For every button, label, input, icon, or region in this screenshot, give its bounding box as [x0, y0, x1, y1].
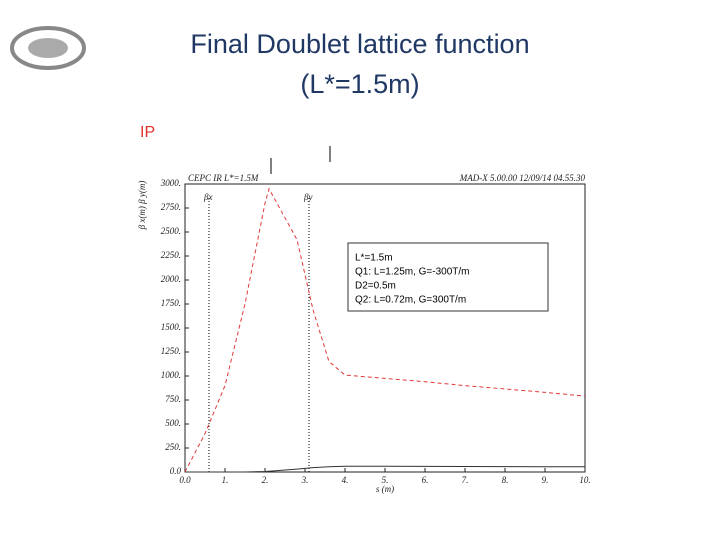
x-tick-label: 5.	[382, 475, 389, 485]
notes: L*=1.5m Q1: L=1.25m, G=-300T/m D2=0.5m Q2: …	[355, 253, 470, 306]
y-tick-label: 2250.	[161, 250, 181, 260]
title-line: Final Doublet lattice function	[190, 29, 529, 59]
note-box	[347, 242, 549, 312]
x-tick-label: 1.	[222, 475, 229, 485]
x-tick-label: 4.	[342, 475, 349, 485]
y-tick-label: 500.	[165, 418, 181, 428]
plot: CEPC IR L*=1.5M MAD-X 5.00.00 12/09/14 04…	[137, 173, 591, 494]
y-tick-label: 2750.	[161, 202, 181, 212]
x-axis-label: s (m)	[376, 484, 394, 494]
header-left: CEPC IR L*=1.5M	[188, 173, 259, 183]
y-tick-label: 1500.	[161, 322, 181, 332]
x-tick-label: 9.	[542, 475, 549, 485]
y-tick-label: 750.	[165, 394, 181, 404]
y-tick-label: 2000.	[161, 274, 181, 284]
x-tick-label: 10.	[579, 475, 590, 485]
ip-label: IP	[140, 124, 155, 141]
plot-frame	[184, 183, 586, 473]
series-line	[185, 465, 585, 473]
y-tick-label: 1750.	[161, 298, 181, 308]
x-tick-label: 3.	[301, 475, 309, 485]
note-line: Q2: L=0.72m, G=300T/m	[355, 295, 466, 306]
y-tick-label: 3000.	[160, 178, 181, 188]
note-line: Q1: L=1.25m, G=-300T/m	[355, 267, 470, 278]
y-tick-label: 1250.	[161, 346, 181, 356]
x-tick-label: 8.	[502, 475, 509, 485]
logo	[10, 26, 86, 70]
y-tick-label: 1000.	[161, 370, 181, 380]
x-tick-label: 6.	[422, 475, 429, 485]
header-right: MAD-X 5.00.00 12/09/14 04.55.30	[459, 173, 586, 183]
y-tick-label: 0.0	[170, 466, 182, 476]
legend-entry: βx	[203, 192, 212, 202]
title-line: (L*=1.5m)	[300, 69, 419, 99]
y-tick-label: 250.	[165, 442, 181, 452]
legend-entry: βy	[303, 192, 312, 202]
x-tick-label: 0.0	[179, 475, 191, 485]
y-axis-label: β x(m) β y(m)	[137, 181, 147, 231]
note-line: L*=1.5m	[355, 253, 393, 264]
series-line	[184, 187, 586, 473]
x-tick-label: 2.	[262, 475, 269, 485]
x-tick-label: 7.	[462, 475, 469, 485]
y-tick-label: 2500.	[161, 226, 181, 236]
note-line: D2=0.5m	[355, 281, 396, 292]
